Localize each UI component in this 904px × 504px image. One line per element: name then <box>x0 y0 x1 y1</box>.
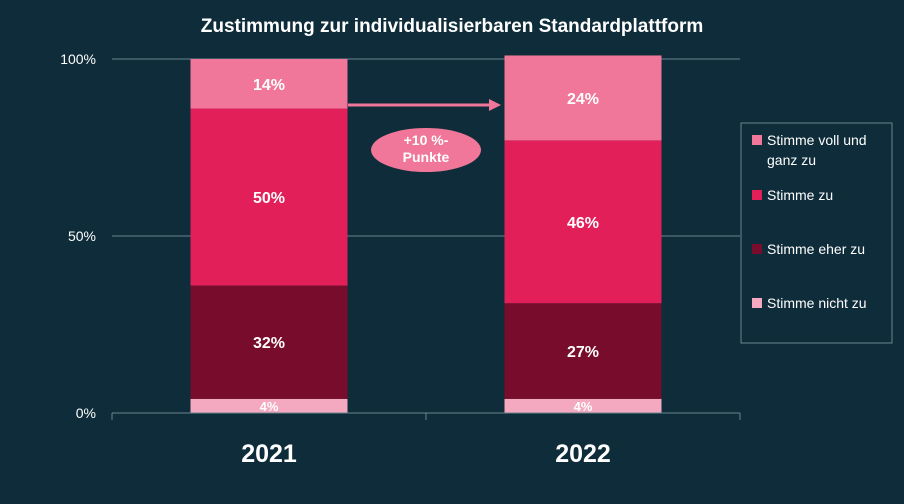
data-label: 14% <box>253 77 285 94</box>
legend-swatch <box>752 244 762 254</box>
annotation-text: Punkte <box>403 149 450 165</box>
legend-swatch <box>752 190 762 200</box>
data-label: 50% <box>253 190 285 207</box>
bar-segment-2022-4 <box>504 55 662 141</box>
y-tick-label: 0% <box>76 405 96 421</box>
change-annotation: +10 %-Punkte <box>348 99 501 172</box>
annotation-oval <box>371 128 481 172</box>
legend-label: Stimme eher zu <box>767 241 865 257</box>
y-tick-label: 100% <box>60 51 96 67</box>
legend-label: ganz zu <box>767 152 816 168</box>
legend-swatch <box>752 298 762 308</box>
data-label: 27% <box>567 344 599 361</box>
legend-swatch <box>752 135 762 145</box>
data-label: 4% <box>260 399 279 414</box>
legend-box <box>740 122 893 344</box>
data-label: 32% <box>253 335 285 352</box>
bar-segment-2022-3 <box>504 140 662 304</box>
bar-segment-2021-1 <box>190 398 348 413</box>
bar-segment-2022-2 <box>504 303 662 399</box>
data-label: 4% <box>574 399 593 414</box>
chart-title: Zustimmung zur individualisierbaren Stan… <box>201 16 704 37</box>
legend: Stimme voll und ganz zu Stimme zu Stimme eh… <box>740 122 893 344</box>
arrow-head <box>489 99 501 111</box>
bar-segment-2022-1 <box>504 398 662 413</box>
x-axis: 2021 2022 <box>111 412 741 468</box>
legend-label: Stimme nicht zu <box>767 295 867 311</box>
bar-segment-2021-3 <box>190 108 348 286</box>
bar-segment-2021-4 <box>190 59 348 109</box>
bar-segment-2021-2 <box>190 285 348 399</box>
annotation-text: +10 %- <box>404 132 449 148</box>
data-label: 46% <box>567 215 599 232</box>
x-category-label: 2022 <box>555 440 611 468</box>
legend-label: Stimme zu <box>767 187 833 203</box>
data-label: 24% <box>567 91 599 108</box>
legend-label: Stimme voll und <box>767 132 867 148</box>
bars: 4% 32% 50% 14% 4% 27% 46% 24% <box>190 55 662 414</box>
y-tick-label: 50% <box>68 228 96 244</box>
x-category-label: 2021 <box>241 440 297 468</box>
y-axis-ticks: 0% 50% 100% <box>60 51 96 421</box>
